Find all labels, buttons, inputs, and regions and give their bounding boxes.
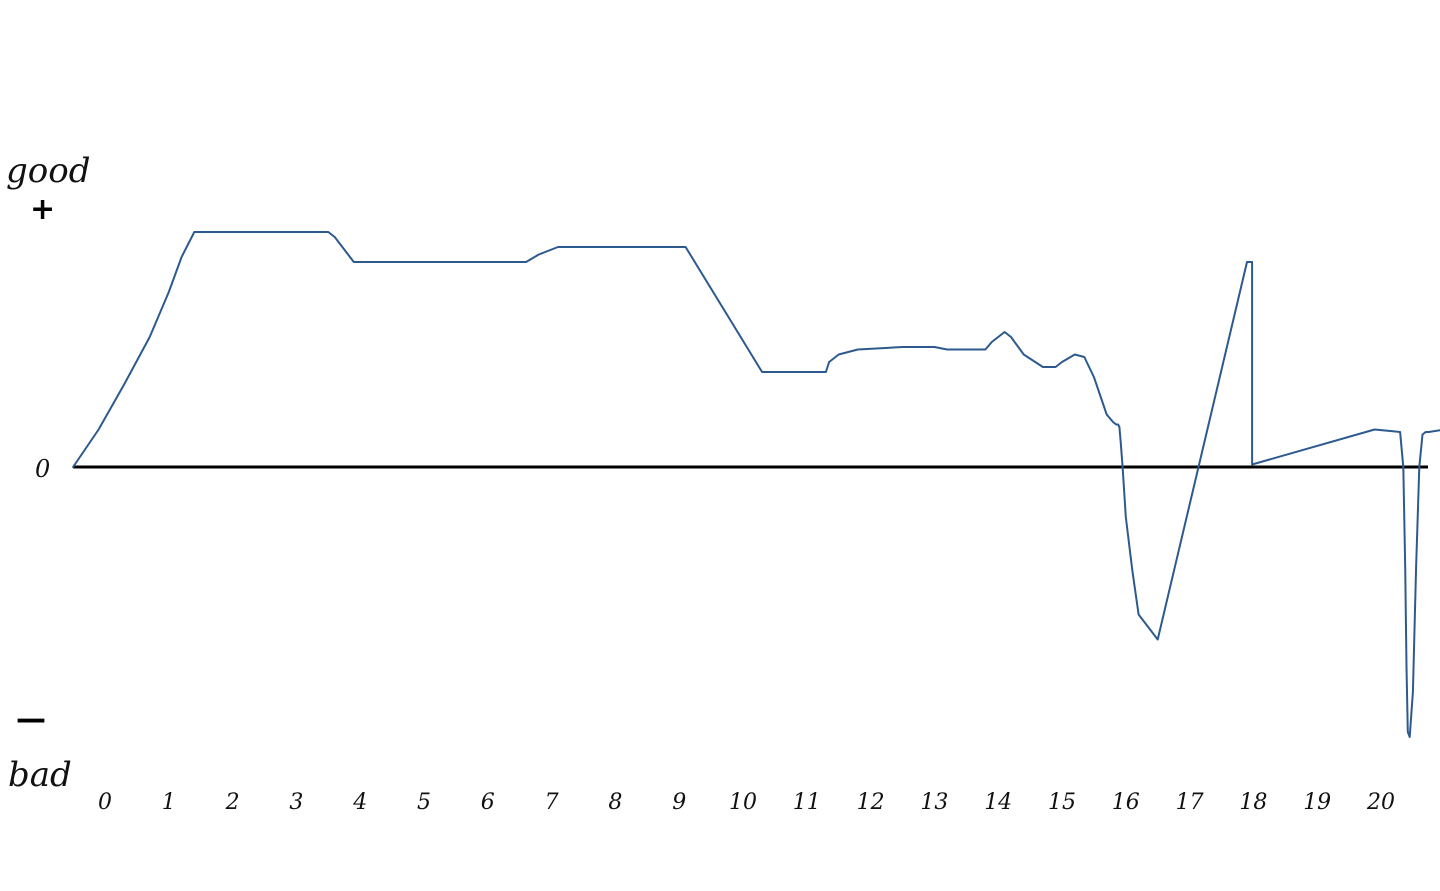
x-tick-label: 17 [1176, 790, 1204, 815]
x-tick-label: 19 [1303, 790, 1331, 815]
y-axis-bottom-label: bad [8, 755, 72, 795]
x-axis-tick-labels: 0 1 2 3 4 5 6 7 8 9 10 11 12 13 14 15 16 17 18 19 20 [98, 790, 1395, 815]
y-axis-top-label: good [6, 151, 90, 191]
x-tick-label: 2 [225, 790, 240, 815]
y-axis-labels: good + 0 — bad [6, 151, 90, 795]
y-axis-zero-label: 0 [35, 455, 50, 483]
x-tick-label: 15 [1048, 790, 1076, 815]
x-tick-label: 11 [793, 790, 821, 815]
x-tick-label: 10 [729, 790, 757, 815]
x-tick-label: 20 [1366, 790, 1395, 815]
x-tick-label: 16 [1112, 790, 1140, 815]
series-line [72, 231, 1440, 738]
x-tick-label: 3 [289, 790, 303, 815]
x-tick-label: 9 [672, 790, 686, 815]
x-tick-label: 14 [984, 790, 1012, 815]
x-tick-label: 5 [417, 790, 431, 815]
x-tick-label: 13 [920, 790, 948, 815]
x-tick-label: 7 [545, 790, 559, 815]
x-tick-label: 1 [162, 790, 176, 815]
x-tick-label: 12 [857, 790, 885, 815]
x-tick-label: 4 [352, 790, 367, 815]
x-tick-label: 8 [608, 790, 622, 815]
x-tick-label: 0 [98, 790, 112, 815]
y-axis-top-sign: + [30, 192, 55, 227]
y-axis-bottom-sign: — [16, 702, 46, 737]
x-tick-label: 6 [481, 790, 495, 815]
x-tick-label: 18 [1239, 790, 1267, 815]
